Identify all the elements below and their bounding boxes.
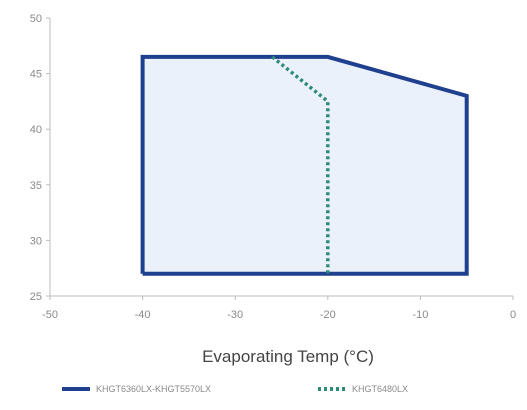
series-line-1 bbox=[140, 54, 469, 276]
x-axis-label: Evaporating Temp (°C) bbox=[202, 347, 374, 366]
series-line-2 bbox=[271, 55, 330, 274]
envelope-area bbox=[142, 56, 467, 274]
x-tick-label: -40 bbox=[135, 309, 151, 321]
legend-label-1: KHGT6360LX-KHGT5570LX bbox=[96, 384, 211, 394]
legend-label-2: KHGT6480LX bbox=[352, 384, 408, 394]
y-tick-label: 40 bbox=[30, 124, 42, 136]
series-group bbox=[140, 54, 469, 276]
axes bbox=[46, 17, 514, 300]
y-tick-label: 45 bbox=[30, 69, 42, 81]
x-tick-label: -10 bbox=[412, 309, 428, 321]
y-tick-label: 25 bbox=[30, 291, 42, 303]
legend: KHGT6360LX-KHGT5570LX KHGT6480LX bbox=[62, 384, 408, 394]
x-tick-label: -30 bbox=[227, 309, 243, 321]
y-tick-label: 35 bbox=[30, 180, 42, 192]
y-tick-label: 50 bbox=[30, 13, 42, 25]
tick-labels: 25 30 35 40 45 50 -50 -40 -30 -20 -10 0 bbox=[30, 13, 516, 321]
x-tick-label: -50 bbox=[42, 309, 58, 321]
envelope-fill bbox=[142, 56, 467, 274]
x-tick-label: -20 bbox=[320, 309, 336, 321]
y-tick-label: 30 bbox=[30, 235, 42, 247]
x-tick-label: 0 bbox=[510, 309, 516, 321]
